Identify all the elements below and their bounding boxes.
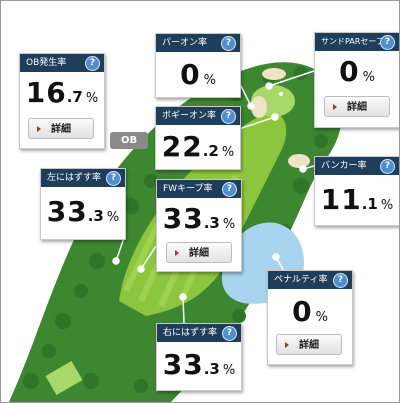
left-miss-rate-value: 33.3% — [46, 195, 120, 228]
help-icon[interactable]: ? — [333, 273, 348, 288]
bunker-right — [288, 154, 310, 168]
ob-rate-title: OB発生率 — [26, 58, 67, 68]
help-icon[interactable]: ? — [380, 35, 395, 50]
help-icon[interactable]: ? — [380, 159, 395, 174]
bunker-rate-value: 11.1% — [320, 183, 394, 216]
arrow-right-icon — [175, 250, 179, 256]
ob-rate-card: OB発生率? 16.7% 詳細 — [19, 53, 105, 149]
bunker-rate-header: バンカー率? — [315, 157, 399, 175]
right-miss-rate-header: 右にはずす率? — [157, 324, 241, 342]
tee-box — [45, 360, 83, 396]
arrow-right-icon — [37, 126, 41, 132]
ob-rate-header: OB発生率? — [20, 54, 104, 72]
left-miss-rate-card: 左にはずす率? 33.3% — [40, 168, 126, 240]
right-miss-rate-value: 33.3% — [162, 348, 236, 381]
penalty-rate-card: ペナルティ率? 0% 詳細 — [267, 270, 353, 365]
penalty-detail-button[interactable]: 詳細 — [276, 334, 342, 355]
bunker-top — [262, 68, 286, 80]
penalty-rate-value: 0% — [292, 295, 328, 328]
penalty-rate-header: ペナルティ率? — [268, 271, 352, 289]
ob-detail-button[interactable]: 詳細 — [28, 118, 94, 139]
fairway-keep-rate-value: 33.3% — [162, 202, 236, 235]
arrow-right-icon — [285, 342, 289, 348]
par-on-rate-value: 0% — [180, 58, 216, 91]
right-miss-rate-card: 右にはずす率? 33.3% — [156, 323, 242, 391]
arrow-right-icon — [333, 104, 337, 110]
sand-save-detail-button[interactable]: 詳細 — [324, 96, 390, 117]
help-icon[interactable]: ? — [106, 171, 121, 186]
help-icon[interactable]: ? — [85, 56, 100, 71]
help-icon[interactable]: ? — [221, 36, 236, 51]
help-icon[interactable]: ? — [222, 182, 237, 197]
bunker-rate-card: バンカー率? 11.1% — [314, 156, 399, 226]
left-miss-rate-header: 左にはずす率? — [41, 169, 125, 187]
sand-par-save-rate-header: サンドPARセーブ率? — [315, 33, 399, 51]
bogey-on-rate-header: ボギーオン率? — [156, 107, 240, 125]
par-on-rate-header: パーオン率? — [156, 34, 240, 52]
ob-rate-value: 16.7% — [25, 76, 99, 109]
bunker-left — [251, 96, 267, 118]
bogey-on-rate-card: ボギーオン率? 22.2% — [155, 106, 241, 170]
sand-par-save-rate-value: 0% — [339, 55, 375, 88]
fairway-keep-rate-card: FWキープ率? 33.3% 詳細 — [156, 179, 242, 272]
par-on-rate-card: パーオン率? 0% — [155, 33, 241, 98]
help-icon[interactable]: ? — [222, 326, 237, 341]
sand-par-save-rate-card: サンドPARセーブ率? 0% 詳細 — [314, 32, 399, 128]
fairway-keep-detail-button[interactable]: 詳細 — [166, 242, 232, 263]
ob-badge: OB — [110, 132, 148, 149]
bogey-on-rate-value: 22.2% — [161, 130, 235, 163]
fairway-keep-rate-header: FWキープ率? — [157, 180, 241, 198]
help-icon[interactable]: ? — [221, 109, 236, 124]
